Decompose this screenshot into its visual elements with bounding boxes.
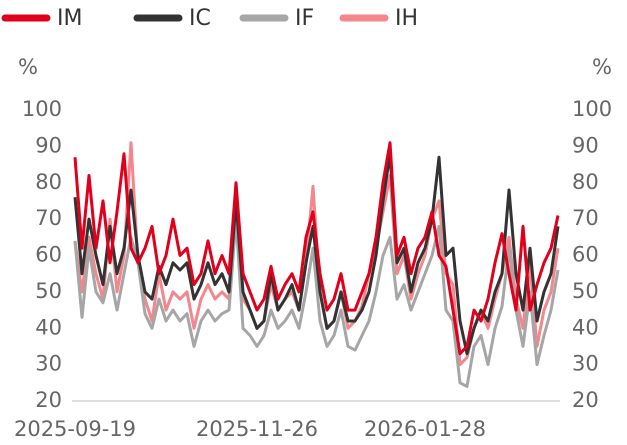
x-tick-label: 2025-09-19 (14, 417, 136, 441)
y2-tick-label: 30 (572, 352, 599, 376)
y2-tick-label: 100 (572, 97, 612, 121)
y-tick-label: 70 (35, 206, 62, 230)
y2-tick-label: 80 (572, 170, 599, 194)
y-tick-label: 40 (35, 315, 62, 339)
y2-tick-label: 90 (572, 133, 599, 157)
y2-tick-label: 50 (572, 279, 599, 303)
y2-tick-label: 20 (572, 388, 599, 412)
y-tick-label: 80 (35, 170, 62, 194)
legend-label: IH (395, 6, 418, 31)
y-tick-label: 50 (35, 279, 62, 303)
x-tick-label: 2026-01-28 (364, 417, 486, 441)
legend-label: IC (189, 6, 211, 31)
y-tick-label: 30 (35, 352, 62, 376)
y-axis-label: % (18, 55, 38, 79)
y-tick-label: 20 (35, 388, 62, 412)
series-line (73, 152, 560, 356)
series-line (73, 217, 560, 388)
y-tick-label: 90 (35, 133, 62, 157)
legend-label: IM (57, 6, 82, 31)
x-tick-label: 2025-11-26 (196, 417, 318, 441)
y2-axis-label: % (592, 55, 612, 79)
legend-label: IF (295, 6, 314, 31)
y2-tick-label: 70 (572, 206, 599, 230)
y-tick-label: 100 (22, 97, 62, 121)
series-line (73, 141, 560, 356)
y2-tick-label: 60 (572, 243, 599, 267)
y-tick-label: 60 (35, 243, 62, 267)
y2-tick-label: 40 (572, 315, 599, 339)
